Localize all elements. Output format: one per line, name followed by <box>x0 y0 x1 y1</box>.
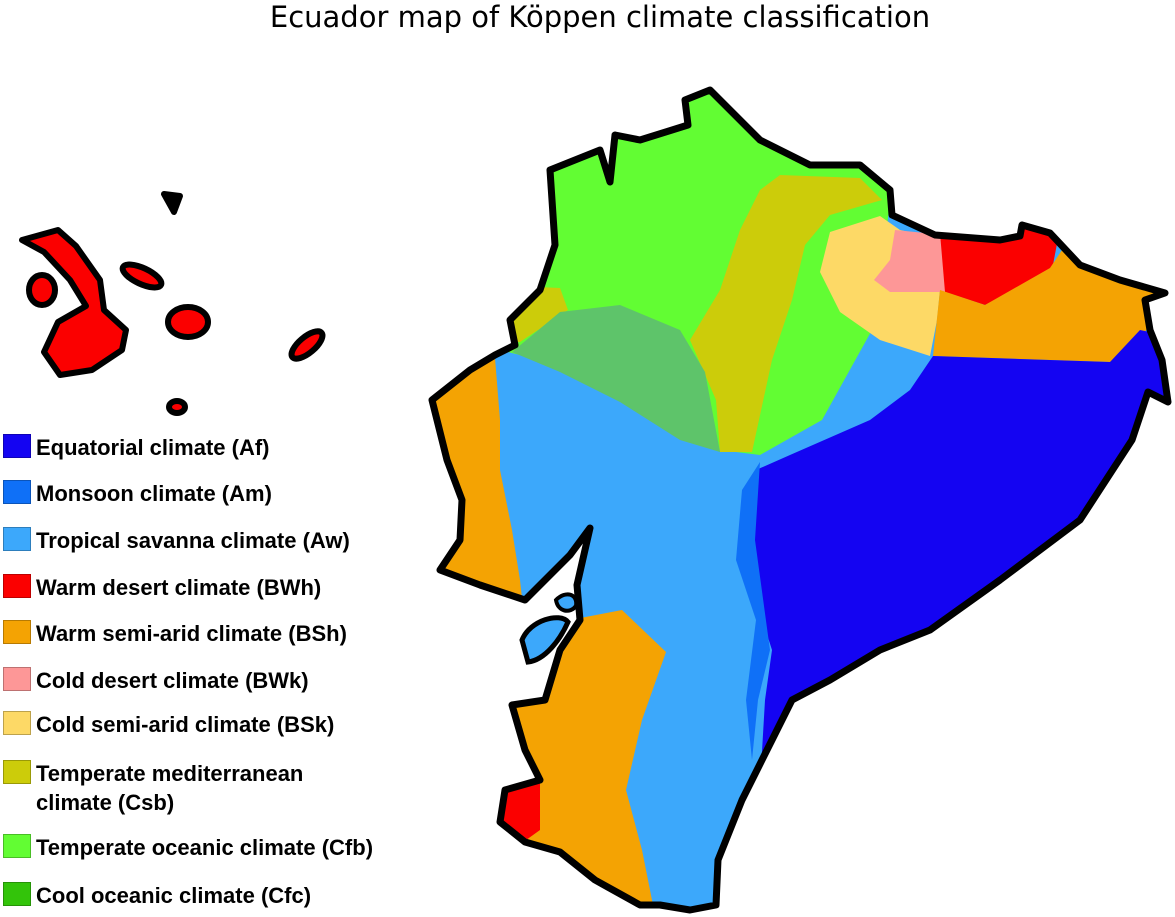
legend-swatch <box>3 882 31 906</box>
island-santiago <box>119 261 165 291</box>
legend-swatch <box>3 480 31 504</box>
legend-item-am: Monsoon climate (Am) <box>3 479 272 508</box>
legend-swatch <box>3 834 31 858</box>
legend-label: Monsoon climate (Am) <box>36 481 272 506</box>
island-isabela <box>19 227 129 378</box>
gulf-island <box>519 615 571 665</box>
region-bwk <box>874 230 945 292</box>
legend-item-csb: Temperate mediterranean climate (Csb) <box>3 759 376 817</box>
legend-item-bsh: Warm semi-arid climate (BSh) <box>3 619 347 648</box>
legend-swatch <box>3 527 31 551</box>
legend-label: Temperate oceanic climate (Cfb) <box>36 835 374 860</box>
legend-swatch <box>3 667 31 691</box>
island-santa-cruz <box>165 304 211 340</box>
region-am <box>736 462 770 760</box>
legend-label: Temperate mediterranean climate (Csb) <box>36 761 304 815</box>
legend-item-bwh: Warm desert climate (BWh) <box>3 573 321 602</box>
legend-label: Warm semi-arid climate (BSh) <box>36 621 347 646</box>
legend-swatch <box>3 574 31 598</box>
legend-item-bsk: Cold semi-arid climate (BSk) <box>3 710 334 739</box>
region-csb <box>690 175 882 452</box>
island-genovesa <box>161 191 183 215</box>
galapagos-islands <box>19 191 326 416</box>
legend-label: Cold desert climate (BWk) <box>36 668 309 693</box>
mainland-regions <box>432 90 1168 910</box>
legend-item-cfb: Temperate oceanic climate (Cfb) <box>3 833 373 862</box>
legend-label: Warm desert climate (BWh) <box>36 575 322 600</box>
legend-label: Cool oceanic climate (Cfc) <box>36 883 312 908</box>
region-bwh-ne <box>940 228 1060 305</box>
legend-item-bwk: Cold desert climate (BWk) <box>3 666 309 695</box>
legend-item-aw: Tropical savanna climate (Aw) <box>3 526 350 555</box>
legend-label: Cold semi-arid climate (BSk) <box>36 712 335 737</box>
legend-swatch <box>3 434 31 458</box>
region-mixed-green <box>512 305 720 452</box>
legend-label: Equatorial climate (Af) <box>36 435 270 460</box>
island-fernandina <box>26 272 58 308</box>
legend-swatch <box>3 760 31 784</box>
legend-swatch <box>3 620 31 644</box>
island-san-cristobal <box>288 328 326 362</box>
map-title: Ecuador map of Köppen climate classifica… <box>269 0 931 34</box>
legend-item-af: Equatorial climate (Af) <box>3 433 269 462</box>
legend-swatch <box>3 711 31 735</box>
gulf-island-small <box>553 592 579 613</box>
legend-label: Tropical savanna climate (Aw) <box>36 528 350 553</box>
island-floreana <box>166 398 188 416</box>
legend-item-cfc: Cool oceanic climate (Cfc) <box>3 881 311 910</box>
